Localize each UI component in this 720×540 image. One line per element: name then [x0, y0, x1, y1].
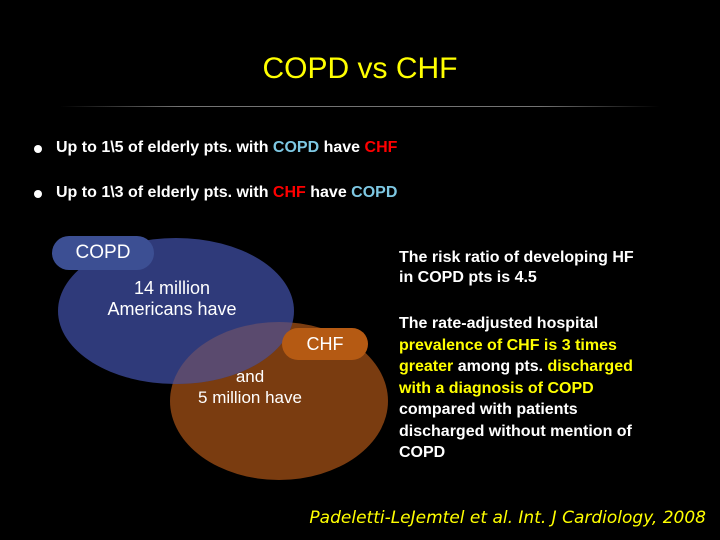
prevalence-line: with a diagnosis of COPD [399, 379, 594, 397]
bullet-text: have [305, 184, 352, 201]
risk-line: The risk ratio of developing HF [399, 249, 634, 266]
venn-overlap [58, 238, 294, 384]
chf-pill-label: CHF [282, 328, 368, 360]
copd-pill-label: COPD [52, 236, 154, 270]
risk-ratio-text: The risk ratio of developing HF in COPD … [399, 248, 679, 288]
prevalence-line: greater among pts. discharged [399, 356, 679, 378]
citation: Padeletti-LeJemtel et al. Int. J Cardiol… [309, 508, 706, 528]
slide-title: COPD vs CHF [262, 52, 458, 85]
prevalence-highlight: 3 times [561, 336, 617, 354]
bullet-text: have [319, 139, 365, 156]
prevalence-highlight: greater [399, 358, 454, 375]
risk-line: in COPD pts is 4.5 [399, 269, 537, 286]
term-copd: COPD [351, 184, 398, 201]
prevalence-text: The rate-adjusted hospital prevalence of… [399, 313, 679, 464]
prevalence-highlight: discharged [547, 358, 633, 375]
bullet-item-copd-chf: Up to 1\5 of elderly pts. with COPD have… [34, 138, 397, 158]
copd-population-line: 14 million [133, 278, 211, 298]
copd-population-label: 14 million Americans have [72, 278, 272, 320]
bullet-list: Up to 1\5 of elderly pts. with COPD have… [34, 138, 397, 228]
chf-population-line: and [235, 367, 265, 386]
prevalence-line: discharged without mention of [399, 422, 632, 440]
term-chf: CHF [272, 184, 306, 201]
chf-population-label: and 5 million have [160, 366, 340, 408]
prevalence-line: prevalence of CHF is 3 times [399, 335, 679, 357]
term-copd: COPD [272, 139, 320, 156]
prevalence-line: COPD [399, 444, 446, 461]
prevalence-phrase: prevalence of CHF is [399, 336, 558, 354]
title-divider [60, 106, 660, 107]
bullet-dot-icon [34, 190, 42, 198]
prevalence-line: The rate-adjusted hospital [399, 315, 599, 332]
chf-population-line: 5 million have [198, 388, 302, 407]
bullet-text: Up to 1\5 of elderly pts. with [56, 139, 273, 156]
bullet-dot-icon [34, 145, 42, 153]
copd-population-line: Americans have [107, 299, 237, 319]
bullet-text: Up to 1\3 of elderly pts. with [56, 184, 273, 201]
prevalence-line: compared with patients [399, 401, 578, 418]
prevalence-phrase: among pts. [457, 358, 544, 375]
term-chf: CHF [364, 139, 398, 156]
bullet-item-chf-copd: Up to 1\3 of elderly pts. with CHF have … [34, 183, 397, 203]
